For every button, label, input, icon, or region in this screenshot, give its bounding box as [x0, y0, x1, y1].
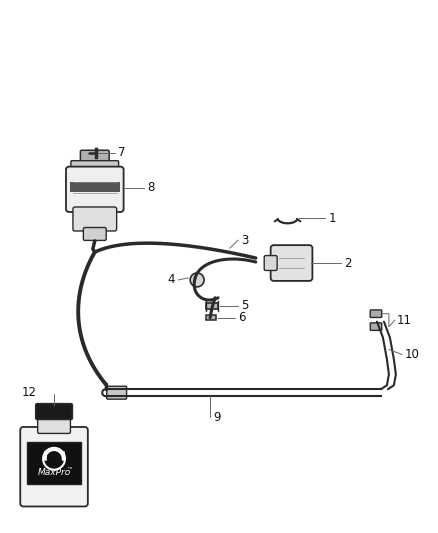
Text: 1: 1 — [328, 212, 336, 225]
Text: MaxPro: MaxPro — [37, 468, 71, 477]
Bar — [27, 442, 81, 483]
Bar — [70, 182, 120, 192]
Text: 4: 4 — [168, 273, 175, 286]
FancyBboxPatch shape — [71, 160, 119, 172]
Bar — [206, 314, 216, 320]
Circle shape — [190, 273, 204, 287]
FancyBboxPatch shape — [38, 415, 71, 433]
FancyBboxPatch shape — [81, 150, 109, 165]
Text: 8: 8 — [148, 181, 155, 194]
FancyBboxPatch shape — [271, 245, 312, 281]
Text: 10: 10 — [405, 348, 420, 361]
FancyBboxPatch shape — [73, 207, 117, 231]
Bar — [206, 303, 218, 309]
FancyBboxPatch shape — [83, 228, 106, 240]
Text: 2: 2 — [344, 256, 352, 270]
FancyBboxPatch shape — [370, 323, 382, 330]
FancyBboxPatch shape — [264, 255, 277, 270]
Text: 3: 3 — [241, 233, 248, 247]
FancyBboxPatch shape — [370, 310, 382, 318]
Text: 5: 5 — [241, 299, 248, 312]
FancyBboxPatch shape — [35, 403, 72, 419]
Circle shape — [43, 448, 65, 470]
Text: 11: 11 — [397, 313, 412, 327]
Text: 6: 6 — [238, 311, 245, 324]
FancyBboxPatch shape — [20, 427, 88, 506]
Text: 7: 7 — [118, 146, 125, 159]
Text: 9: 9 — [213, 410, 221, 424]
Text: 12: 12 — [21, 386, 36, 399]
FancyBboxPatch shape — [107, 386, 127, 399]
FancyBboxPatch shape — [66, 167, 124, 212]
Text: ™: ™ — [66, 467, 72, 473]
